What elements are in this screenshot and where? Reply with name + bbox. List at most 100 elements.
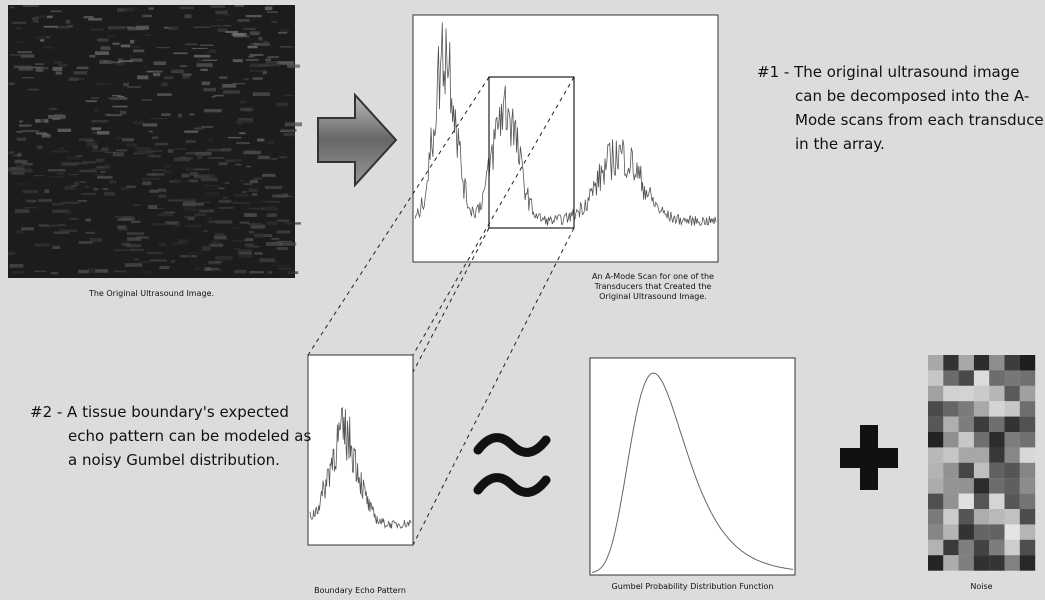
texture (989, 478, 1004, 494)
texture (215, 11, 227, 15)
texture (928, 509, 943, 525)
texture (194, 55, 210, 58)
caption: Gumbel Probability Distribution Function (580, 582, 805, 592)
texture (115, 153, 124, 155)
texture (1005, 524, 1020, 540)
texture (22, 163, 32, 165)
approx-sign (478, 438, 546, 493)
texture (22, 77, 34, 78)
texture (179, 7, 194, 10)
texture (174, 223, 180, 227)
texture (194, 214, 206, 216)
texture (277, 247, 288, 250)
texture (151, 173, 157, 176)
note: #2 - A tissue boundary's expected echo p… (30, 400, 323, 472)
texture (117, 218, 131, 221)
texture (97, 176, 113, 179)
texture (34, 36, 46, 39)
texture (240, 109, 247, 110)
texture (974, 478, 989, 494)
texture (157, 47, 170, 48)
texture (974, 555, 989, 571)
texture (974, 509, 989, 525)
texture (150, 118, 167, 119)
texture (122, 138, 134, 141)
texture (1020, 463, 1035, 479)
texture (279, 267, 292, 270)
caption: The Original Ultrasound Image. (8, 289, 295, 299)
texture (146, 71, 154, 72)
texture (271, 21, 277, 23)
texture (18, 183, 28, 184)
texture (218, 162, 227, 165)
texture (183, 208, 199, 212)
texture (51, 10, 62, 12)
texture (40, 39, 44, 41)
texture (60, 230, 78, 233)
texture (125, 263, 142, 267)
texture (974, 494, 989, 510)
texture (86, 100, 97, 102)
texture (117, 225, 126, 229)
texture (223, 197, 228, 199)
texture (281, 129, 297, 132)
texture (183, 73, 192, 76)
texture (93, 145, 98, 149)
texture (149, 190, 159, 193)
texture (218, 207, 234, 208)
texture (85, 186, 89, 187)
texture (120, 111, 127, 115)
texture (1005, 370, 1020, 386)
texture (251, 43, 259, 44)
texture (1020, 555, 1035, 571)
texture (184, 14, 191, 18)
texture (183, 202, 195, 206)
texture (271, 158, 278, 160)
texture (28, 89, 38, 91)
texture (928, 540, 943, 556)
texture (81, 193, 97, 195)
texture (246, 166, 252, 167)
texture (34, 243, 50, 246)
texture (245, 238, 254, 241)
texture (98, 83, 113, 85)
texture (45, 189, 50, 193)
texture (1005, 540, 1020, 556)
texture (1005, 555, 1020, 571)
texture (192, 48, 207, 49)
texture (9, 83, 15, 85)
texture (265, 58, 271, 60)
texture (1005, 386, 1020, 402)
texture (23, 190, 38, 193)
texture (125, 244, 141, 247)
texture (62, 162, 79, 165)
texture (1005, 417, 1020, 433)
texture (82, 161, 95, 164)
texture (959, 478, 974, 494)
texture (150, 260, 167, 262)
texture (249, 188, 258, 192)
note: #1 - The original ultrasound image can b… (757, 60, 1045, 156)
texture (9, 151, 15, 154)
texture (989, 386, 1004, 402)
texture (989, 540, 1004, 556)
texture (246, 59, 259, 61)
texture (228, 137, 242, 138)
texture (974, 463, 989, 479)
texture (92, 127, 102, 130)
texture (137, 75, 148, 79)
texture (959, 509, 974, 525)
texture (12, 22, 26, 24)
texture (148, 7, 153, 9)
texture (34, 175, 44, 176)
texture (235, 164, 241, 166)
texture (137, 151, 153, 154)
texture (959, 555, 974, 571)
texture (114, 271, 125, 273)
texture (249, 271, 264, 273)
texture (171, 179, 180, 183)
texture (232, 202, 250, 204)
texture (120, 187, 130, 189)
texture (143, 66, 148, 67)
texture (959, 417, 974, 433)
